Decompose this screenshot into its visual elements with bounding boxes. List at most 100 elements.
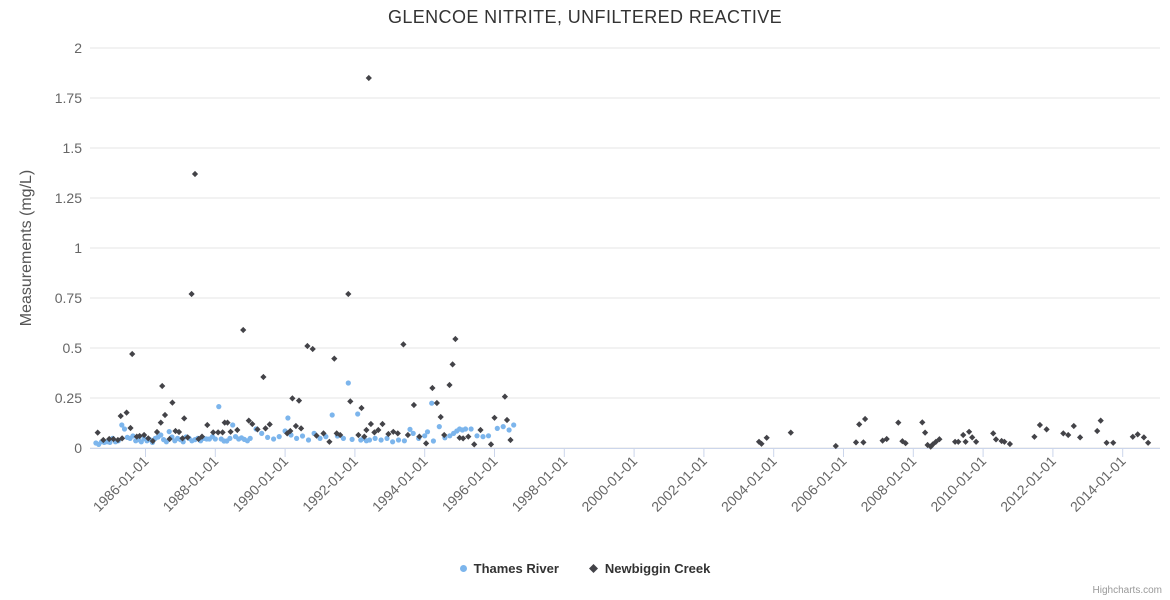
data-point-newbiggin-creek[interactable] xyxy=(924,441,931,449)
data-point-thames-river[interactable] xyxy=(259,430,265,436)
data-point-newbiggin-creek[interactable] xyxy=(952,438,959,445)
data-point-newbiggin-creek[interactable] xyxy=(832,442,839,450)
data-point-thames-river[interactable] xyxy=(372,435,378,441)
data-point-newbiggin-creek[interactable] xyxy=(992,436,1000,443)
data-point-newbiggin-creek[interactable] xyxy=(895,419,902,426)
data-point-newbiggin-creek[interactable] xyxy=(224,419,231,426)
data-point-newbiggin-creek[interactable] xyxy=(287,427,294,435)
data-point-thames-river[interactable] xyxy=(349,436,355,442)
data-point-newbiggin-creek[interactable] xyxy=(452,335,459,343)
data-point-newbiggin-creek[interactable] xyxy=(955,438,962,445)
data-point-newbiggin-creek[interactable] xyxy=(184,434,191,441)
data-point-newbiggin-creek[interactable] xyxy=(936,436,943,443)
data-point-newbiggin-creek[interactable] xyxy=(219,429,226,436)
data-point-newbiggin-creek[interactable] xyxy=(191,170,199,178)
data-point-thames-river[interactable] xyxy=(422,433,428,439)
data-point-newbiggin-creek[interactable] xyxy=(465,433,472,440)
data-point-newbiggin-creek[interactable] xyxy=(149,437,156,445)
data-point-thames-river[interactable] xyxy=(305,437,312,443)
data-point-newbiggin-creek[interactable] xyxy=(227,428,234,435)
data-point-thames-river[interactable] xyxy=(494,425,500,431)
data-point-newbiggin-creek[interactable] xyxy=(215,429,222,436)
data-point-thames-river[interactable] xyxy=(500,424,506,430)
data-point-newbiggin-creek[interactable] xyxy=(860,439,867,446)
data-point-newbiggin-creek[interactable] xyxy=(117,412,124,420)
data-point-newbiggin-creek[interactable] xyxy=(179,435,186,442)
data-point-thames-river[interactable] xyxy=(474,433,480,439)
data-point-newbiggin-creek[interactable] xyxy=(141,431,148,439)
data-point-newbiggin-creek[interactable] xyxy=(969,434,976,441)
data-point-newbiggin-creek[interactable] xyxy=(477,426,484,434)
data-point-newbiggin-creek[interactable] xyxy=(313,432,320,439)
data-point-newbiggin-creek[interactable] xyxy=(358,404,365,412)
data-point-newbiggin-creek[interactable] xyxy=(437,413,444,421)
data-point-thames-river[interactable] xyxy=(506,427,512,433)
data-point-newbiggin-creek[interactable] xyxy=(460,435,467,442)
data-point-thames-river[interactable] xyxy=(227,435,233,441)
data-point-thames-river[interactable] xyxy=(447,433,453,439)
data-point-newbiggin-creek[interactable] xyxy=(491,414,498,421)
data-point-newbiggin-creek[interactable] xyxy=(1140,434,1147,441)
data-point-thames-river[interactable] xyxy=(378,437,384,443)
data-point-newbiggin-creek[interactable] xyxy=(245,417,252,424)
data-point-thames-river[interactable] xyxy=(276,434,282,440)
data-point-newbiggin-creek[interactable] xyxy=(1060,430,1067,437)
data-point-newbiggin-creek[interactable] xyxy=(371,429,378,436)
data-point-thames-river[interactable] xyxy=(384,435,390,441)
data-point-newbiggin-creek[interactable] xyxy=(1077,434,1084,441)
data-point-newbiggin-creek[interactable] xyxy=(198,433,206,440)
data-point-newbiggin-creek[interactable] xyxy=(119,435,126,442)
data-point-newbiggin-creek[interactable] xyxy=(284,430,291,437)
data-point-newbiggin-creek[interactable] xyxy=(446,381,453,389)
data-point-newbiggin-creek[interactable] xyxy=(966,428,973,435)
data-point-newbiggin-creek[interactable] xyxy=(333,430,340,437)
data-point-newbiggin-creek[interactable] xyxy=(309,345,316,353)
data-point-newbiggin-creek[interactable] xyxy=(929,441,936,448)
data-point-newbiggin-creek[interactable] xyxy=(400,341,407,348)
data-point-newbiggin-creek[interactable] xyxy=(204,421,211,429)
data-point-thames-river[interactable] xyxy=(355,411,361,417)
data-point-thames-river[interactable] xyxy=(212,436,218,442)
data-point-newbiggin-creek[interactable] xyxy=(501,393,508,400)
data-point-newbiggin-creek[interactable] xyxy=(471,441,478,448)
data-point-newbiggin-creek[interactable] xyxy=(1001,438,1008,445)
data-point-thames-river[interactable] xyxy=(468,426,474,432)
data-point-newbiggin-creek[interactable] xyxy=(758,440,765,447)
data-point-newbiggin-creek[interactable] xyxy=(367,420,374,428)
data-point-newbiggin-creek[interactable] xyxy=(919,419,926,426)
data-point-newbiggin-creek[interactable] xyxy=(487,441,495,448)
data-point-thames-river[interactable] xyxy=(340,435,346,441)
data-point-newbiggin-creek[interactable] xyxy=(145,435,152,442)
data-point-thames-river[interactable] xyxy=(401,438,407,444)
data-point-thames-river[interactable] xyxy=(430,438,436,444)
data-point-newbiggin-creek[interactable] xyxy=(159,382,166,390)
data-point-newbiggin-creek[interactable] xyxy=(320,430,327,437)
data-point-newbiggin-creek[interactable] xyxy=(390,428,397,435)
data-point-newbiggin-creek[interactable] xyxy=(347,398,354,405)
data-point-thames-river[interactable] xyxy=(429,400,435,406)
data-point-thames-river[interactable] xyxy=(410,430,416,436)
data-point-newbiggin-creek[interactable] xyxy=(856,421,863,428)
data-point-newbiggin-creek[interactable] xyxy=(973,438,980,445)
data-point-newbiggin-creek[interactable] xyxy=(123,409,130,416)
data-point-newbiggin-creek[interactable] xyxy=(157,419,164,426)
data-point-newbiggin-creek[interactable] xyxy=(289,395,296,402)
data-point-newbiggin-creek[interactable] xyxy=(423,440,430,447)
data-point-thames-river[interactable] xyxy=(119,422,125,428)
data-point-newbiggin-creek[interactable] xyxy=(161,411,169,419)
data-point-newbiggin-creek[interactable] xyxy=(433,399,440,407)
data-point-newbiggin-creek[interactable] xyxy=(175,428,183,436)
data-point-newbiggin-creek[interactable] xyxy=(1094,427,1101,435)
data-point-newbiggin-creek[interactable] xyxy=(295,397,303,404)
data-point-newbiggin-creek[interactable] xyxy=(292,422,299,430)
data-point-newbiggin-creek[interactable] xyxy=(365,74,372,82)
data-point-newbiggin-creek[interactable] xyxy=(254,426,261,433)
data-point-newbiggin-creek[interactable] xyxy=(127,424,134,432)
data-point-thames-river[interactable] xyxy=(163,439,169,445)
data-point-newbiggin-creek[interactable] xyxy=(1006,440,1013,448)
data-point-newbiggin-creek[interactable] xyxy=(298,425,305,432)
data-point-newbiggin-creek[interactable] xyxy=(441,431,448,439)
data-point-newbiggin-creek[interactable] xyxy=(1065,431,1072,439)
data-point-newbiggin-creek[interactable] xyxy=(962,438,969,445)
data-point-thames-river[interactable] xyxy=(299,433,306,439)
